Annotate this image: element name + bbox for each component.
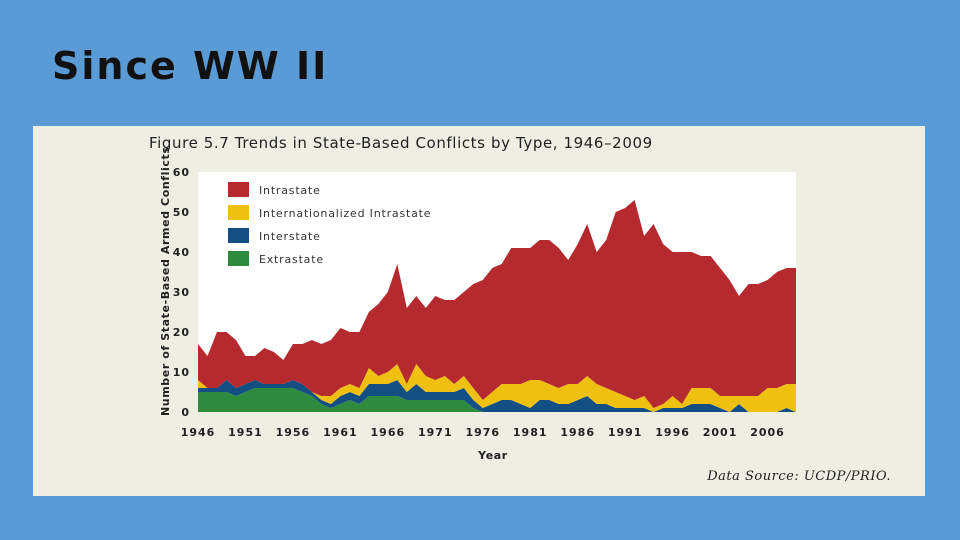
x-tick-label: 1956 xyxy=(276,426,311,439)
legend-swatch xyxy=(228,182,249,197)
y-tick-label: 20 xyxy=(173,326,190,339)
x-tick-label: 1976 xyxy=(465,426,500,439)
legend-label: Interstate xyxy=(259,230,321,243)
slide-title: Since WW II xyxy=(52,44,329,88)
x-tick-label: 1981 xyxy=(513,426,548,439)
y-tick-label: 10 xyxy=(173,366,190,379)
y-tick-label: 50 xyxy=(173,206,190,219)
legend-swatch xyxy=(228,228,249,243)
conflict-trend-chart: Figure 5.7 Trends in State-Based Conflic… xyxy=(149,134,891,484)
x-tick-label: 1996 xyxy=(655,426,690,439)
legend-swatch xyxy=(228,251,249,266)
y-axis-label: Number of State-Based Armed Conflicts xyxy=(159,146,172,416)
legend-label: Extrastate xyxy=(259,253,324,266)
x-tick-label: 1986 xyxy=(560,426,595,439)
chart-title: Figure 5.7 Trends in State-Based Conflic… xyxy=(149,134,653,152)
y-tick-label: 60 xyxy=(173,166,190,179)
x-tick-label: 2001 xyxy=(703,426,738,439)
area-extrastate xyxy=(198,388,796,412)
area-interstate xyxy=(198,380,796,412)
legend-swatch xyxy=(228,205,249,220)
y-tick-label: 30 xyxy=(173,286,190,299)
x-tick-label: 1991 xyxy=(608,426,643,439)
legend-label: Intrastate xyxy=(259,184,321,197)
area-intrastate xyxy=(198,200,796,408)
x-tick-label: 1971 xyxy=(418,426,453,439)
data-source-note: Data Source: UCDP/PRIO. xyxy=(706,469,891,484)
y-tick-label: 40 xyxy=(173,246,190,259)
x-tick-label: 1951 xyxy=(228,426,263,439)
x-tick-label: 2006 xyxy=(750,426,785,439)
y-tick-label: 0 xyxy=(181,406,190,419)
x-tick-label: 1966 xyxy=(371,426,406,439)
x-tick-label: 1961 xyxy=(323,426,358,439)
x-tick-label: 1946 xyxy=(181,426,216,439)
x-axis-label: Year xyxy=(477,449,508,462)
legend-label: Internationalized Intrastate xyxy=(259,207,431,220)
figure-panel: Figure 5.7 Trends in State-Based Conflic… xyxy=(33,126,925,496)
